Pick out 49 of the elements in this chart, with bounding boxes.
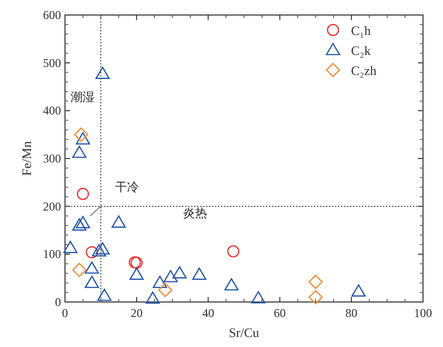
point [95, 242, 110, 255]
point [72, 146, 86, 158]
legend-label: C₁h [351, 23, 372, 38]
y-tick-label: 300 [43, 152, 61, 166]
point [76, 188, 89, 200]
x-axis-title: Sr/Cu [228, 325, 260, 340]
x-tick-label: 60 [274, 306, 286, 320]
point [84, 276, 99, 288]
legend-label: C₂zh [351, 63, 377, 78]
y-tick-label: 400 [43, 104, 61, 118]
point [72, 262, 86, 278]
point [95, 66, 110, 79]
x-tick-label: 40 [202, 306, 214, 320]
point [63, 240, 78, 254]
point [227, 245, 240, 258]
point [308, 274, 323, 290]
annotation: 潮湿 [70, 90, 94, 104]
point [164, 270, 178, 282]
y-axis-title: Fe/Mn [19, 140, 34, 176]
point [130, 268, 144, 280]
point [192, 268, 206, 280]
point [72, 218, 86, 231]
point [158, 282, 172, 298]
point [97, 288, 112, 301]
x-tick-label: 80 [345, 306, 358, 320]
y-tick-label: 600 [43, 8, 61, 22]
y-tick-label: 0 [55, 295, 61, 309]
point [84, 261, 99, 274]
y-tick-label: 200 [43, 199, 61, 214]
legend-label: C₂k [351, 43, 372, 58]
point [112, 215, 126, 228]
point [76, 216, 90, 228]
point [172, 266, 187, 278]
x-tick-label: 20 [130, 306, 143, 320]
y-tick-label: 100 [43, 247, 61, 262]
annotation: 干冷 [115, 180, 140, 194]
point [86, 246, 98, 258]
point [308, 290, 323, 304]
point [76, 132, 90, 145]
point [251, 291, 266, 304]
point [224, 278, 239, 290]
y-tick-label: 500 [43, 56, 61, 70]
point [152, 276, 167, 288]
point [351, 284, 366, 297]
annotation: 炎热 [183, 206, 208, 220]
point [74, 127, 88, 142]
point [92, 244, 106, 256]
x-tick-label: 100 [414, 306, 432, 320]
point [146, 292, 160, 304]
